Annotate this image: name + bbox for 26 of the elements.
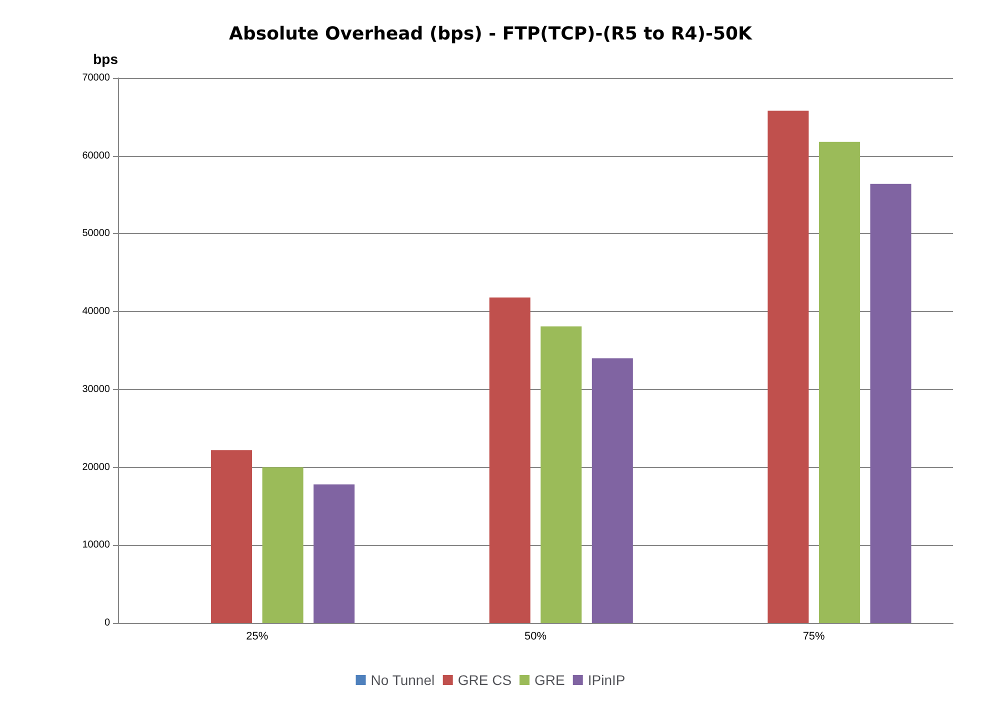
bar: [768, 110, 809, 623]
y-tick-label: 60000: [82, 150, 110, 162]
x-tick-label: 25%: [246, 630, 268, 642]
y-tick-label: 70000: [82, 72, 110, 84]
bar: [314, 484, 355, 623]
bar: [592, 358, 633, 623]
y-tick-label: 30000: [82, 384, 110, 395]
y-tick-label: 10000: [82, 540, 110, 551]
bar: [540, 326, 582, 623]
x-tick-label: 75%: [802, 630, 826, 642]
x-tick-label: 50%: [524, 630, 547, 642]
y-tick-label: 50000: [82, 228, 110, 240]
legend-label: GRE CS: [458, 672, 512, 688]
bar: [870, 184, 912, 623]
bar: [262, 467, 304, 623]
y-tick-label: 0: [104, 618, 110, 628]
legend-label: GRE: [534, 672, 565, 688]
legend-label: IPinIP: [588, 672, 626, 688]
y-tick-label: 40000: [82, 306, 110, 318]
chart-title: Absolute Overhead (bps) - FTP(TCP)-(R5 to R4)-50K: [229, 24, 754, 44]
bar: [211, 450, 252, 623]
y-tick-label: 20000: [82, 462, 110, 473]
legend-label: No Tunnel: [370, 672, 435, 688]
y-axis-title: bps: [93, 51, 118, 67]
bar: [489, 298, 530, 623]
bar: [818, 142, 860, 623]
